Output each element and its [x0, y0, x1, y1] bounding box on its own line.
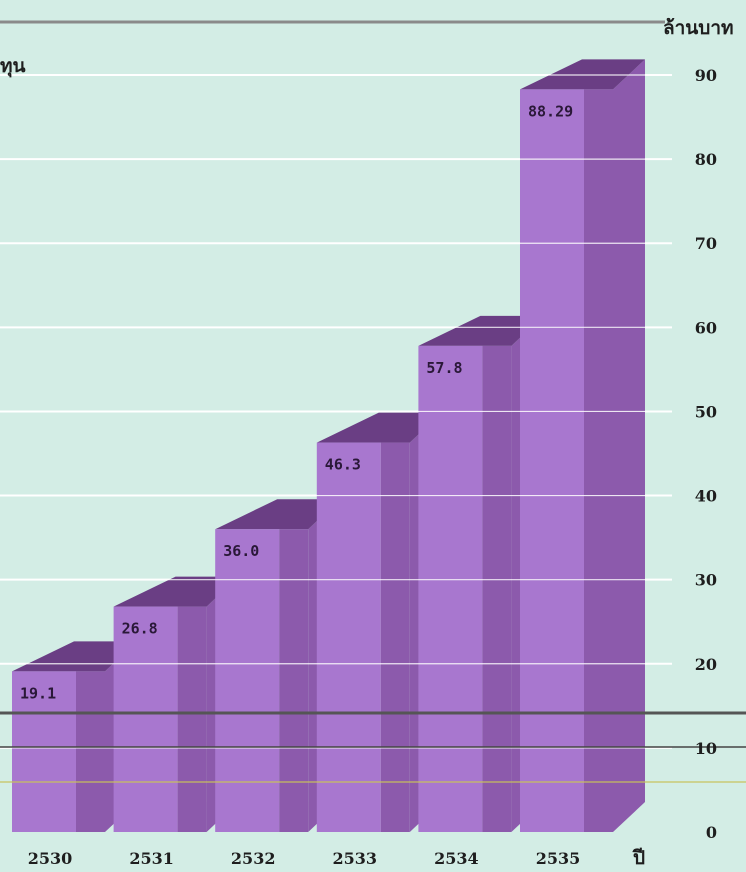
bar-front-2530 — [12, 671, 76, 832]
y-tick-label-50: 50 — [695, 402, 717, 421]
bar-front-2532 — [215, 529, 280, 832]
partial-title: ทุน — [0, 55, 26, 78]
y-tick-label-20: 20 — [695, 655, 717, 674]
y-tick-label-10: 10 — [695, 739, 717, 758]
x-tick-label-2535: 2535 — [536, 849, 581, 868]
bar-front-2533 — [316, 442, 381, 832]
y-axis-title: ล้านบาท — [663, 17, 734, 39]
bar-side-2530 — [76, 671, 105, 832]
y-tick-label-40: 40 — [695, 487, 717, 506]
y-tick-label-0: 0 — [706, 823, 717, 842]
x-tick-label-2532: 2532 — [231, 849, 276, 868]
y-tick-label-90: 90 — [695, 66, 717, 85]
bar-front-2535 — [520, 89, 584, 833]
labels-layer: 0 10 20 30 40 50 60 70 80 90 19.1 2530 26.8 2531 36.0 2… — [20, 66, 717, 868]
bar-top-2531 — [113, 576, 239, 607]
bar-side-2535 — [584, 89, 613, 833]
data-label-2530: 19.1 — [20, 684, 56, 702]
bar-side-2532 — [279, 529, 309, 832]
data-label-2531: 26.8 — [122, 620, 158, 638]
bar-side-2531 — [177, 606, 207, 832]
x-tick-label-2531: 2531 — [129, 849, 174, 868]
bar-top-2534 — [418, 315, 544, 346]
bar-depth-2535 — [613, 59, 645, 833]
y-tick-label-30: 30 — [695, 571, 717, 590]
data-label-2533: 46.3 — [325, 456, 361, 474]
bar-top-2533 — [316, 412, 442, 443]
x-tick-label-2533: 2533 — [333, 849, 378, 868]
overlay-layer — [0, 74, 746, 783]
bar-top-2535 — [520, 59, 645, 90]
data-label-2534: 57.8 — [426, 359, 462, 377]
data-label-2532: 36.0 — [223, 542, 259, 560]
bar-2535 — [520, 59, 645, 833]
x-tick-label-2534: 2534 — [434, 849, 479, 868]
bar-front-2531 — [113, 606, 178, 832]
bar-top-2532 — [215, 499, 341, 530]
bar-side-2533 — [380, 442, 410, 832]
bar-front-2534 — [418, 345, 483, 832]
x-axis-title: ปี — [632, 847, 645, 869]
bar-side-2534 — [482, 345, 512, 832]
y-tick-label-80: 80 — [695, 150, 717, 169]
data-label-2535: 88.29 — [528, 102, 573, 120]
x-tick-label-2530: 2530 — [28, 849, 73, 868]
y-tick-label-70: 70 — [695, 234, 717, 253]
y-tick-label-60: 60 — [695, 318, 717, 337]
